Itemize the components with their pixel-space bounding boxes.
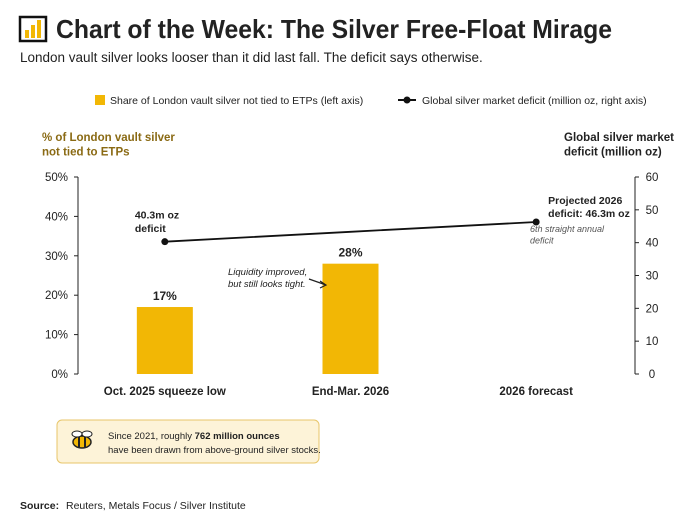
line (164, 221, 537, 243)
note-box: Since 2021, roughly 762 million ounces h… (56, 419, 321, 464)
legend-swatch (403, 96, 411, 104)
source-text: Reuters, Metals Focus / Silver Institute (66, 500, 246, 512)
source-label: Source: (20, 500, 59, 512)
y-axis-title: % of London vault silver not tied to ETPs (42, 132, 175, 158)
y-tick-label: 40% (45, 211, 68, 223)
legend-label: Global silver market deficit (million oz… (422, 95, 647, 107)
y2-tick-label: 40 (646, 238, 659, 250)
y-tick-label: 50% (45, 172, 68, 184)
y2-tick-label: 50 (646, 205, 659, 217)
y2-tick-label: 0 (649, 369, 655, 381)
y2-tick-label: 10 (646, 336, 659, 348)
annotation: Liquidity improved, but still looks tight… (228, 267, 307, 290)
x-tick-label: 2026 forecast (499, 386, 573, 398)
note-part: Since 2021, roughly (108, 431, 195, 442)
bar-value-label: 17% (153, 289, 177, 303)
note-text: have been drawn from above-ground silver… (108, 445, 321, 456)
note-text: Since 2021, roughly 762 million ounces (108, 431, 280, 442)
y2-tick-label: 20 (646, 303, 659, 315)
y-tick-label: 20% (45, 290, 68, 302)
y2-tick-label: 30 (646, 271, 659, 283)
bar (136, 307, 193, 374)
y2-tick-label: 60 (646, 172, 659, 184)
x-tick-label: End-Mar. 2026 (312, 386, 389, 398)
bar (322, 263, 379, 374)
chart-subtitle: London vault silver looks looser than it… (20, 50, 483, 65)
y-tick-label: 10% (45, 330, 68, 342)
chart-title: Chart of the Week: The Silver Free-Float… (56, 14, 612, 44)
x-tick-label: Oct. 2025 squeeze low (104, 386, 226, 398)
bar-value-label: 28% (338, 246, 362, 260)
y-tick-label: 0% (51, 369, 68, 381)
y-tick-label: 30% (45, 251, 68, 263)
line-value-label: 40.3m oz deficit (135, 210, 179, 235)
title-icon (18, 15, 48, 43)
line-marker (161, 238, 169, 246)
annotation: 6th straight annual deficit (530, 224, 605, 245)
line-value-label: Projected 2026 deficit: 46.3m oz (548, 195, 630, 220)
note-part: 762 million ounces (195, 431, 280, 442)
legend-label: Share of London vault silver not tied to… (110, 95, 363, 107)
line-marker (532, 218, 540, 226)
legend-swatch (95, 95, 105, 105)
y2-axis-title: Global silver market deficit (million oz) (564, 132, 674, 158)
annotation-arrow (308, 278, 328, 289)
